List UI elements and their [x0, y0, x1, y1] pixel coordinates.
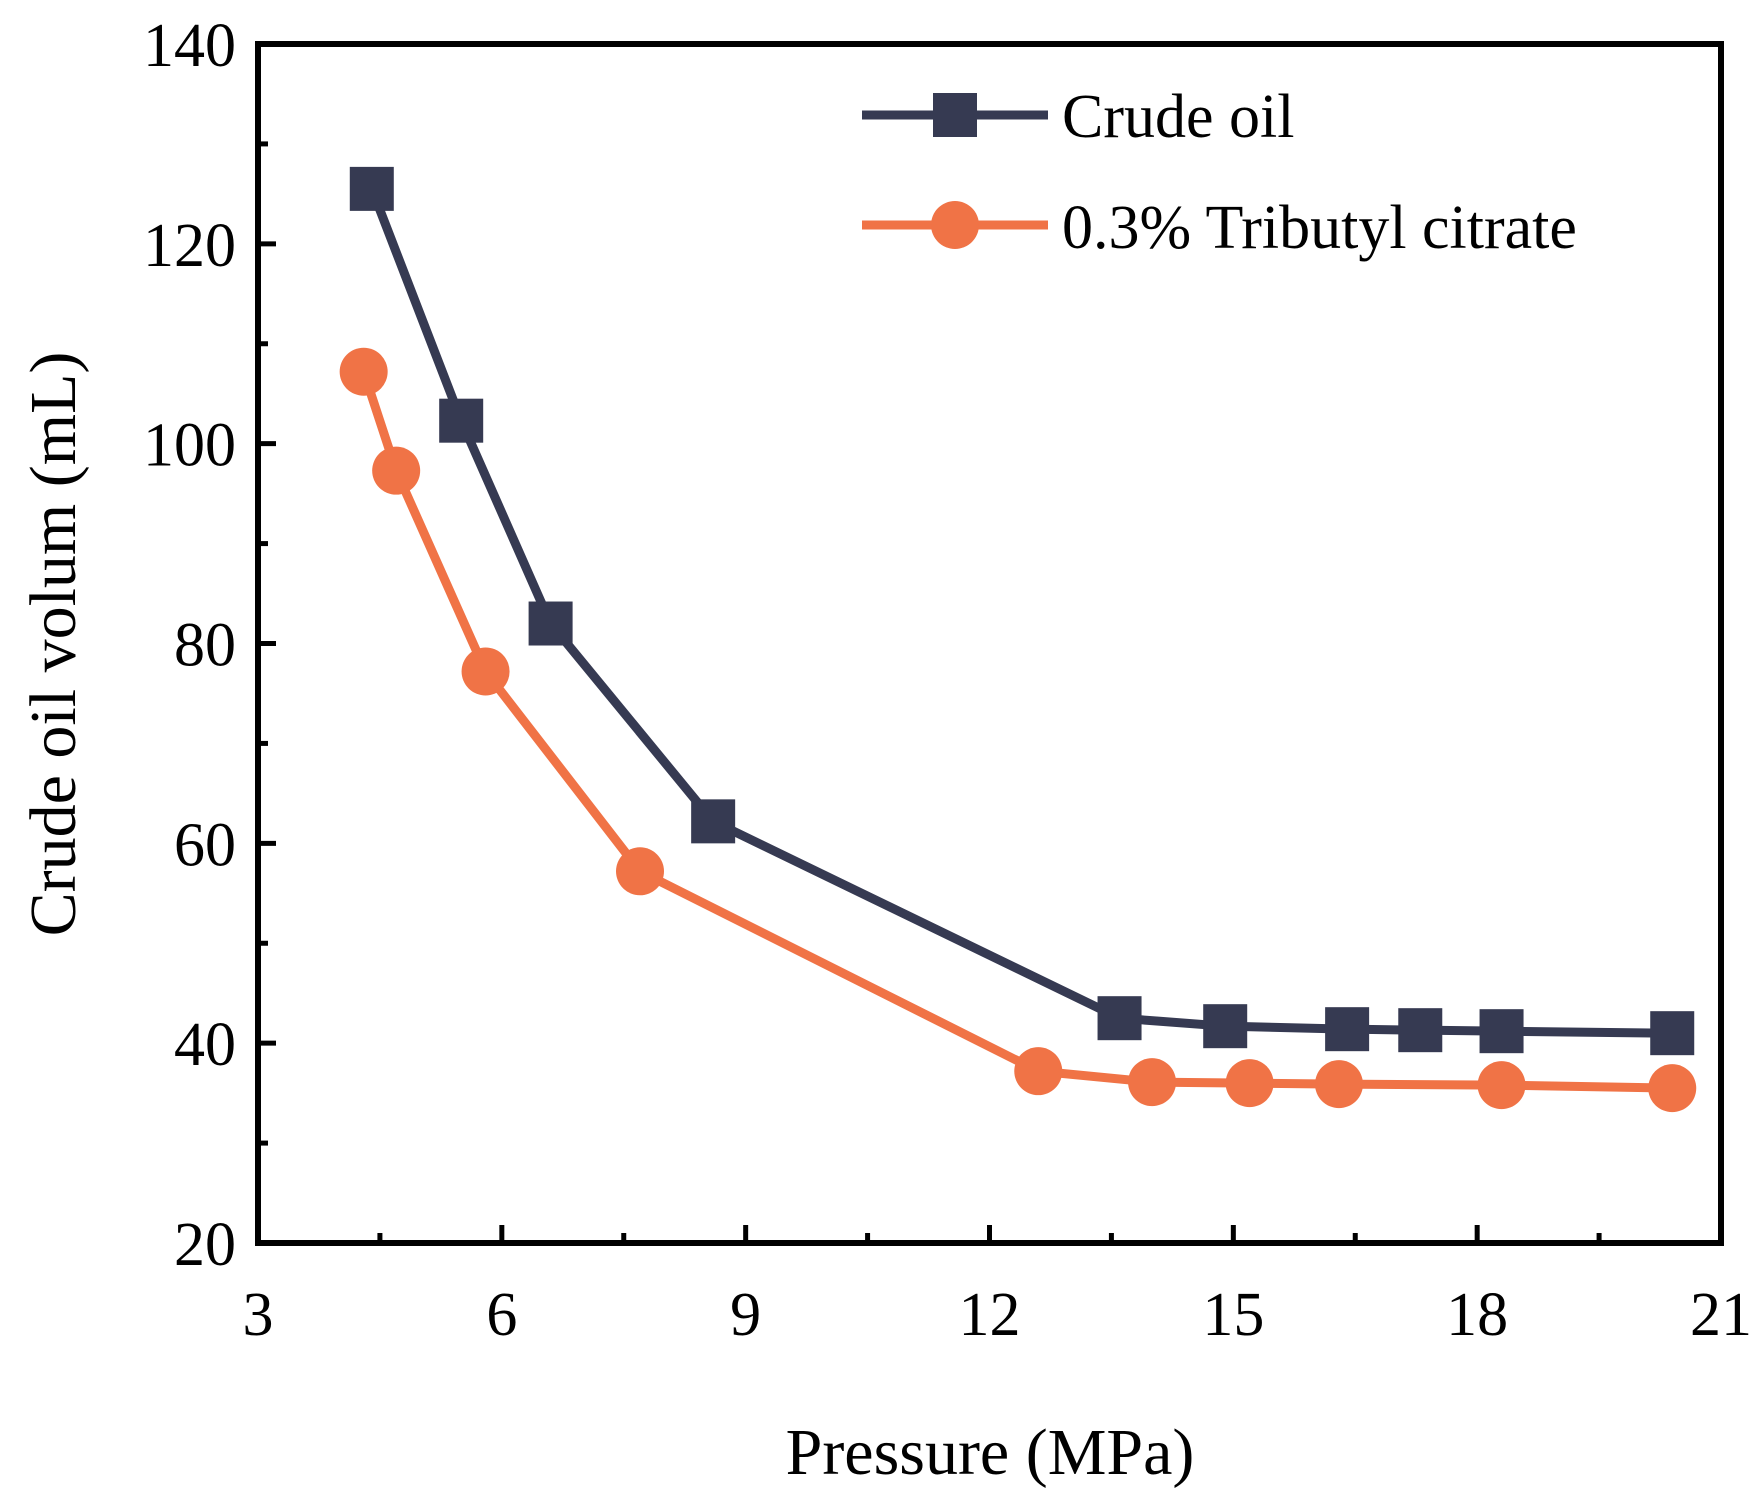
series-line-1 — [359, 370, 1673, 1093]
data-point-tributyl-citrate — [461, 647, 510, 696]
legend-label-tributyl-citrate: 0.3% Tributyl citrate — [1062, 194, 1577, 262]
data-point-crude-oil — [439, 398, 484, 443]
data-point-crude-oil — [1479, 1009, 1524, 1054]
y-axis-ticks: 20 40 60 80 100 120 140 — [143, 12, 276, 1279]
x-tick-label: 9 — [730, 1281, 761, 1349]
data-point-tributyl-citrate — [1014, 1047, 1063, 1096]
data-point-tributyl-citrate — [1128, 1058, 1177, 1107]
y-tick-label: 60 — [174, 811, 236, 879]
data-point-tributyl-citrate — [1314, 1060, 1363, 1109]
series-layer — [339, 166, 1697, 1113]
x-tick-label: 18 — [1446, 1281, 1508, 1349]
data-point-tributyl-citrate — [339, 347, 388, 396]
data-point-crude-oil — [528, 601, 573, 646]
data-point-crude-oil — [349, 166, 394, 211]
data-point-crude-oil — [1650, 1011, 1695, 1056]
data-point-tributyl-citrate — [1225, 1059, 1274, 1108]
x-tick-label: 6 — [486, 1281, 517, 1349]
y-tick-label: 140 — [143, 12, 236, 80]
data-point-crude-oil — [1398, 1008, 1443, 1053]
y-tick-label: 80 — [174, 612, 236, 680]
x-tick-label: 12 — [959, 1281, 1021, 1349]
legend-marker-crude-oil — [933, 93, 977, 137]
x-tick-label: 21 — [1690, 1281, 1749, 1349]
data-point-tributyl-citrate — [616, 847, 665, 896]
data-point-tributyl-citrate — [1648, 1064, 1697, 1113]
legend-label-crude-oil: Crude oil — [1062, 83, 1294, 151]
data-point-tributyl-citrate — [1477, 1061, 1526, 1110]
legend-marker-tributyl-citrate — [931, 201, 979, 249]
x-axis-ticks: 3 6 9 12 15 18 21 — [243, 1225, 1749, 1349]
y-tick-label: 20 — [174, 1211, 236, 1279]
x-tick-label: 3 — [243, 1281, 274, 1349]
y-tick-label: 120 — [143, 212, 236, 280]
y-tick-label: 100 — [143, 412, 236, 480]
data-point-crude-oil — [1325, 1007, 1370, 1052]
series-line-0 — [367, 187, 1673, 1038]
data-point-crude-oil — [1097, 996, 1142, 1041]
y-tick-label: 40 — [174, 1011, 236, 1079]
x-tick-label: 15 — [1202, 1281, 1264, 1349]
data-point-crude-oil — [691, 799, 736, 844]
data-point-crude-oil — [1203, 1004, 1248, 1049]
data-point-tributyl-citrate — [372, 446, 421, 495]
y-axis-title: Crude oil volum (mL) — [17, 352, 90, 937]
x-axis-title: Pressure (MPa) — [786, 1416, 1195, 1489]
legend: Crude oil 0.3% Tributyl citrate — [862, 83, 1577, 262]
